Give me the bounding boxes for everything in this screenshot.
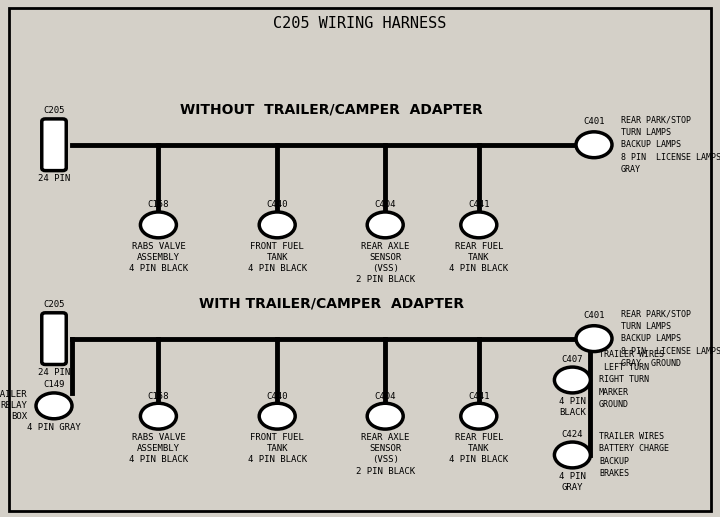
Text: C404: C404 xyxy=(374,201,396,209)
Text: TRAILER
RELAY
BOX: TRAILER RELAY BOX xyxy=(0,390,27,421)
Text: C205: C205 xyxy=(43,300,65,309)
Circle shape xyxy=(461,403,497,429)
Text: REAR AXLE
SENSOR
(VSS)
2 PIN BLACK: REAR AXLE SENSOR (VSS) 2 PIN BLACK xyxy=(356,242,415,284)
Text: REAR PARK/STOP
TURN LAMPS
BACKUP LAMPS
8 PIN  LICENSE LAMPS
GRAY: REAR PARK/STOP TURN LAMPS BACKUP LAMPS 8… xyxy=(621,115,720,174)
Circle shape xyxy=(367,212,403,238)
Circle shape xyxy=(554,367,590,393)
Text: 4 PIN
GRAY: 4 PIN GRAY xyxy=(559,472,586,492)
Text: C441: C441 xyxy=(468,201,490,209)
FancyBboxPatch shape xyxy=(42,313,66,364)
Text: FRONT FUEL
TANK
4 PIN BLACK: FRONT FUEL TANK 4 PIN BLACK xyxy=(248,242,307,273)
Text: C440: C440 xyxy=(266,201,288,209)
Text: REAR AXLE
SENSOR
(VSS)
2 PIN BLACK: REAR AXLE SENSOR (VSS) 2 PIN BLACK xyxy=(356,433,415,476)
Text: C407: C407 xyxy=(562,355,583,364)
Text: FRONT FUEL
TANK
4 PIN BLACK: FRONT FUEL TANK 4 PIN BLACK xyxy=(248,433,307,464)
Text: C149: C149 xyxy=(43,380,65,389)
Text: C158: C158 xyxy=(148,392,169,401)
Circle shape xyxy=(576,132,612,158)
Text: RABS VALVE
ASSEMBLY
4 PIN BLACK: RABS VALVE ASSEMBLY 4 PIN BLACK xyxy=(129,433,188,464)
Text: WITH TRAILER/CAMPER  ADAPTER: WITH TRAILER/CAMPER ADAPTER xyxy=(199,296,464,311)
Text: 24 PIN: 24 PIN xyxy=(38,174,70,183)
Circle shape xyxy=(259,403,295,429)
Circle shape xyxy=(367,403,403,429)
Text: WITHOUT  TRAILER/CAMPER  ADAPTER: WITHOUT TRAILER/CAMPER ADAPTER xyxy=(180,102,482,117)
Circle shape xyxy=(36,393,72,419)
Text: C440: C440 xyxy=(266,392,288,401)
Text: REAR FUEL
TANK
4 PIN BLACK: REAR FUEL TANK 4 PIN BLACK xyxy=(449,433,508,464)
Text: 24 PIN: 24 PIN xyxy=(38,368,70,377)
Circle shape xyxy=(140,403,176,429)
Text: RABS VALVE
ASSEMBLY
4 PIN BLACK: RABS VALVE ASSEMBLY 4 PIN BLACK xyxy=(129,242,188,273)
Circle shape xyxy=(140,212,176,238)
FancyBboxPatch shape xyxy=(42,119,66,171)
Circle shape xyxy=(461,212,497,238)
Text: C401: C401 xyxy=(583,311,605,320)
Text: C205 WIRING HARNESS: C205 WIRING HARNESS xyxy=(274,16,446,31)
Text: C158: C158 xyxy=(148,201,169,209)
Text: C424: C424 xyxy=(562,430,583,439)
Text: 4 PIN GRAY: 4 PIN GRAY xyxy=(27,423,81,432)
Text: 4 PIN
BLACK: 4 PIN BLACK xyxy=(559,397,586,417)
Text: C404: C404 xyxy=(374,392,396,401)
Text: TRAILER WIRES
 LEFT TURN
RIGHT TURN
MARKER
GROUND: TRAILER WIRES LEFT TURN RIGHT TURN MARKE… xyxy=(599,351,664,409)
Circle shape xyxy=(554,442,590,468)
Text: REAR FUEL
TANK
4 PIN BLACK: REAR FUEL TANK 4 PIN BLACK xyxy=(449,242,508,273)
Text: C401: C401 xyxy=(583,117,605,126)
Text: TRAILER WIRES
BATTERY CHARGE
BACKUP
BRAKES: TRAILER WIRES BATTERY CHARGE BACKUP BRAK… xyxy=(599,432,669,478)
Circle shape xyxy=(259,212,295,238)
Circle shape xyxy=(576,326,612,352)
Text: C441: C441 xyxy=(468,392,490,401)
Text: C205: C205 xyxy=(43,107,65,115)
Text: REAR PARK/STOP
TURN LAMPS
BACKUP LAMPS
8 PIN  LICENSE LAMPS
GRAY  GROUND: REAR PARK/STOP TURN LAMPS BACKUP LAMPS 8… xyxy=(621,309,720,368)
